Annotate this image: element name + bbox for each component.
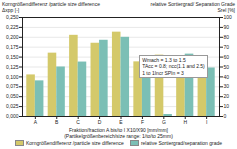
svg-text:0,000: 0,000 (6, 113, 19, 119)
svg-text:60: 60 (224, 54, 230, 60)
svg-text:0,200: 0,200 (6, 34, 19, 40)
svg-text:D: D (98, 119, 102, 125)
svg-text:0,050: 0,050 (6, 93, 19, 99)
html-text:Korngrößendifferenz /particle: Korngrößendifferenz /particle size diffe… (2, 1, 100, 13)
svg-text:F: F (141, 119, 144, 125)
svg-text:0: 0 (224, 113, 227, 119)
svg-text:80: 80 (224, 34, 230, 40)
svg-text:20: 20 (224, 93, 230, 99)
svg-text:100: 100 (224, 14, 233, 20)
html-text:Wmach = 1.3 to 1.5 TAcc = 0.8;: Wmach = 1.3 to 1.5 TAcc = 0.8; ncc(1.1 a… (142, 56, 205, 76)
svg-text:70: 70 (224, 44, 230, 50)
svg-text:I: I (206, 119, 207, 125)
svg-text:0,150: 0,150 (6, 54, 19, 60)
svg-text:H: H (183, 119, 187, 125)
html-text:Fraktion/fraction A bis/to I X: Fraktion/fraction A bis/to I X10/X90 [mm… (64, 127, 173, 139)
svg-text:90: 90 (224, 24, 230, 30)
svg-text:40: 40 (224, 74, 230, 80)
svg-text:B: B (55, 119, 59, 125)
svg-text:0,175: 0,175 (6, 44, 19, 50)
svg-text:E: E (119, 119, 123, 125)
svg-text:C: C (76, 119, 80, 125)
svg-text:0,025: 0,025 (6, 103, 19, 109)
svg-text:10: 10 (224, 103, 230, 109)
svg-text:0,075: 0,075 (6, 83, 19, 89)
svg-text:30: 30 (224, 83, 230, 89)
svg-text:G: G (162, 119, 166, 125)
svg-text:A: A (34, 119, 38, 125)
svg-text:0,250: 0,250 (6, 14, 19, 20)
svg-text:0,125: 0,125 (6, 64, 19, 70)
svg-text:0,100: 0,100 (6, 74, 19, 80)
html-text:relative Sortiergrad/separatio: relative Sortiergrad/separation grade (140, 140, 222, 146)
svg-text:0,225: 0,225 (6, 24, 19, 30)
html-text:relative Sortiergrad/ Separati: relative Sortiergrad/ Separation Grade S… (150, 1, 235, 13)
html-text:Korngrößendifferenz /particle: Korngrößendifferenz /particle size diffe… (25, 140, 124, 146)
svg-text:50: 50 (224, 64, 230, 70)
